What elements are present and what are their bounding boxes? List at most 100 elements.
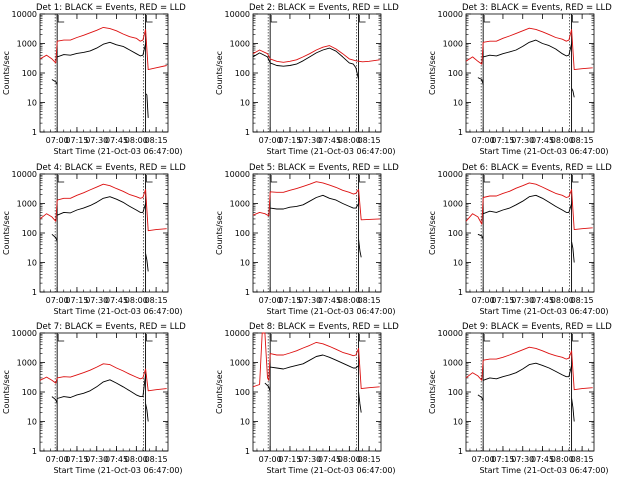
- x-tick-label: 07:30: [298, 455, 321, 464]
- y-tick-label: 10: [453, 418, 463, 427]
- y-tick-label: 10: [240, 259, 250, 268]
- y-axis-label: Counts/sec: [2, 370, 11, 414]
- x-tick-label: 08:00: [338, 455, 361, 464]
- y-tick-label: 10000: [438, 10, 463, 19]
- y-tick-label: 10000: [12, 10, 37, 19]
- events-series-line: [51, 233, 58, 243]
- time-marker-bracket: [270, 334, 278, 342]
- x-tick-label: 07:15: [65, 296, 88, 305]
- x-tick-label: 07:15: [491, 455, 514, 464]
- panel-title: Det 9: BLACK = Events, RED = LLD: [462, 322, 612, 332]
- y-tick-label: 1000: [17, 40, 37, 49]
- y-tick-label: 10: [453, 99, 463, 108]
- x-tick-label: 08:15: [358, 136, 381, 145]
- panel-title: Det 3: BLACK = Events, RED = LLD: [462, 3, 612, 13]
- time-marker-bracket: [359, 334, 366, 342]
- time-marker-bracket: [572, 334, 579, 342]
- events-series-line: [477, 233, 484, 240]
- x-tick-label: 08:00: [338, 136, 361, 145]
- x-tick-label: 08:15: [145, 296, 168, 305]
- x-tick-label: 07:30: [298, 296, 321, 305]
- time-marker-bracket: [359, 15, 366, 23]
- detector-panel: Det 8: BLACK = Events, RED = LLD Counts/s…: [215, 322, 399, 475]
- y-axis-label: Counts/sec: [2, 211, 11, 255]
- time-marker-bracket: [483, 175, 491, 183]
- panel-title: Det 2: BLACK = Events, RED = LLD: [249, 3, 399, 13]
- time-marker-bracket: [146, 175, 153, 183]
- panel-title: Det 1: BLACK = Events, RED = LLD: [36, 3, 186, 13]
- x-tick-label: 07:00: [472, 455, 495, 464]
- time-marker-bracket: [572, 15, 579, 23]
- events-series-line: [571, 241, 575, 263]
- x-tick-label: 08:00: [125, 296, 148, 305]
- y-tick-label: 10: [27, 418, 37, 427]
- x-tick-label: 08:15: [571, 136, 594, 145]
- events-series-line: [477, 394, 484, 402]
- y-tick-label: 1: [32, 288, 37, 297]
- time-marker-bracket: [57, 175, 65, 183]
- detector-panel: Det 2: BLACK = Events, RED = LLD Counts/s…: [215, 3, 399, 156]
- x-tick-label: 07:15: [491, 296, 514, 305]
- x-tick-label: 07:00: [472, 136, 495, 145]
- x-axis-label: Start Time (21-Oct-03 06:47:00): [479, 147, 608, 156]
- x-tick-label: 07:00: [259, 455, 282, 464]
- x-tick-label: 07:45: [531, 296, 554, 305]
- y-tick-label: 100: [22, 69, 37, 78]
- x-tick-label: 07:15: [278, 136, 301, 145]
- detector-panel: Det 7: BLACK = Events, RED = LLD Counts/s…: [2, 322, 186, 475]
- lld-series-line: [252, 45, 380, 63]
- panel-title: Det 6: BLACK = Events, RED = LLD: [462, 163, 612, 173]
- x-tick-label: 08:00: [551, 136, 574, 145]
- x-tick-label: 08:15: [571, 296, 594, 305]
- y-tick-label: 10000: [12, 329, 37, 338]
- events-series-line: [358, 239, 362, 258]
- detector-panel: Det 9: BLACK = Events, RED = LLD Counts/s…: [428, 322, 612, 475]
- events-series-line: [270, 354, 359, 370]
- detector-panel: Det 5: BLACK = Events, RED = LLD Counts/s…: [215, 163, 399, 316]
- x-tick-label: 08:00: [125, 136, 148, 145]
- x-tick-label: 07:30: [511, 455, 534, 464]
- x-tick-label: 07:15: [65, 455, 88, 464]
- events-series-line: [51, 396, 58, 404]
- plot-frame: [39, 332, 169, 452]
- x-tick-label: 08:00: [125, 455, 148, 464]
- events-series-line: [252, 47, 360, 80]
- y-tick-label: 1: [245, 447, 250, 456]
- x-tick-label: 07:30: [85, 296, 108, 305]
- x-tick-label: 08:15: [145, 136, 168, 145]
- events-series-line: [571, 88, 575, 98]
- x-tick-label: 07:45: [105, 136, 128, 145]
- y-tick-label: 100: [448, 388, 463, 397]
- x-tick-label: 07:45: [318, 296, 341, 305]
- lld-series-line: [465, 346, 593, 391]
- events-series-line: [57, 41, 147, 58]
- events-series-line: [145, 93, 149, 118]
- x-axis-label: Start Time (21-Oct-03 06:47:00): [53, 147, 182, 156]
- time-marker-bracket: [146, 334, 153, 342]
- lld-series-line: [252, 332, 380, 390]
- events-series-line: [483, 362, 573, 381]
- lld-series-line: [39, 363, 167, 392]
- x-axis-label: Start Time (21-Oct-03 06:47:00): [266, 147, 395, 156]
- time-marker-bracket: [57, 334, 65, 342]
- x-tick-label: 07:30: [85, 136, 108, 145]
- events-series-line: [145, 253, 149, 272]
- x-tick-label: 07:45: [105, 296, 128, 305]
- x-tick-label: 07:45: [318, 455, 341, 464]
- events-series-line: [571, 398, 575, 422]
- x-tick-label: 07:30: [298, 136, 321, 145]
- y-tick-label: 10000: [438, 170, 463, 179]
- y-tick-label: 1000: [17, 200, 37, 209]
- x-tick-label: 07:45: [531, 136, 554, 145]
- x-axis-label: Start Time (21-Oct-03 06:47:00): [266, 307, 395, 316]
- x-tick-label: 08:15: [358, 455, 381, 464]
- x-tick-label: 07:00: [46, 136, 69, 145]
- y-tick-label: 1: [245, 288, 250, 297]
- panel-title: Det 8: BLACK = Events, RED = LLD: [249, 322, 399, 332]
- y-tick-label: 1000: [443, 200, 463, 209]
- detector-panel: Det 6: BLACK = Events, RED = LLD Counts/s…: [428, 163, 612, 316]
- x-tick-label: 08:15: [358, 296, 381, 305]
- y-tick-label: 10: [453, 259, 463, 268]
- y-tick-label: 10000: [225, 170, 250, 179]
- y-tick-label: 10000: [12, 170, 37, 179]
